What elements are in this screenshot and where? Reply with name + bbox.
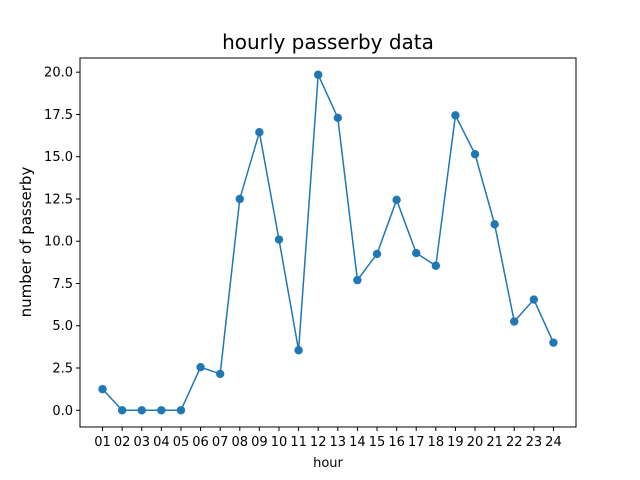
x-tick-label: 19 bbox=[447, 435, 464, 450]
x-tick-label: 14 bbox=[349, 435, 366, 450]
x-tick-label: 09 bbox=[251, 435, 268, 450]
data-point bbox=[549, 338, 558, 347]
data-point bbox=[353, 275, 362, 285]
y-axis-label: number of passerby bbox=[17, 167, 35, 318]
y-tick-label: 15.0 bbox=[44, 150, 73, 165]
data-point bbox=[470, 149, 480, 159]
y-tick-label: 12.5 bbox=[44, 192, 73, 207]
data-point bbox=[412, 248, 421, 258]
x-axis-label: hour bbox=[313, 456, 343, 471]
x-tick-label: 04 bbox=[153, 435, 170, 450]
x-tick-label: 03 bbox=[133, 435, 150, 450]
x-tick-label: 12 bbox=[310, 435, 327, 450]
x-tick-label: 15 bbox=[369, 435, 386, 450]
x-axis-ticks: 01 02 03 04 05 06 07 08 09 10 11 12 13 14 15 16 17 18 19 20… bbox=[94, 427, 562, 450]
y-tick-label: 20.0 bbox=[44, 66, 73, 81]
x-tick-label: 23 bbox=[526, 435, 543, 450]
y-tick-label: 17.5 bbox=[44, 108, 73, 123]
x-tick-label: 10 bbox=[271, 435, 288, 450]
x-tick-label: 07 bbox=[212, 435, 229, 450]
y-tick-label: 0.0 bbox=[52, 404, 73, 419]
x-tick-label: 22 bbox=[506, 435, 523, 450]
plot-frame bbox=[79, 57, 577, 428]
x-tick-label: 02 bbox=[114, 435, 131, 450]
data-point bbox=[157, 406, 166, 415]
y-tick-label: 2.5 bbox=[52, 362, 73, 377]
data-point bbox=[137, 406, 146, 415]
data-point bbox=[255, 128, 264, 137]
data-point bbox=[451, 111, 460, 120]
x-tick-label: 05 bbox=[173, 435, 190, 450]
y-axis-ticks: 0.0 2.5 5.0 7.5 10.0 12.5 15.0 17.5 20.0 bbox=[44, 66, 80, 419]
data-point bbox=[117, 406, 127, 415]
x-tick-label: 01 bbox=[94, 435, 111, 450]
plot-layer bbox=[98, 70, 558, 415]
x-tick-label: 08 bbox=[232, 435, 249, 450]
y-tick-label: 7.5 bbox=[52, 277, 73, 292]
data-point bbox=[431, 261, 441, 270]
y-tick-label: 5.0 bbox=[52, 319, 73, 334]
data-point bbox=[196, 362, 205, 372]
data-point bbox=[98, 384, 107, 394]
data-point bbox=[529, 295, 539, 304]
x-tick-label: 13 bbox=[330, 435, 347, 450]
x-tick-label: 11 bbox=[290, 435, 307, 450]
x-tick-label: 06 bbox=[192, 435, 209, 450]
y-tick-label: 10.0 bbox=[44, 235, 73, 250]
x-tick-label: 17 bbox=[408, 435, 425, 450]
data-point bbox=[333, 113, 342, 123]
data-point bbox=[372, 249, 382, 259]
data-point bbox=[274, 235, 284, 244]
chart-title: hourly passerby data bbox=[222, 30, 434, 54]
data-point bbox=[392, 195, 401, 205]
data-point bbox=[215, 369, 225, 379]
x-tick-label: 20 bbox=[467, 435, 484, 450]
x-tick-label: 21 bbox=[486, 435, 503, 450]
x-tick-label: 18 bbox=[428, 435, 445, 450]
x-tick-label: 16 bbox=[388, 435, 405, 450]
data-point bbox=[490, 220, 499, 229]
data-point bbox=[510, 317, 519, 326]
data-point bbox=[235, 194, 244, 204]
data-point bbox=[314, 70, 323, 79]
data-point bbox=[294, 346, 303, 355]
data-point bbox=[176, 406, 186, 415]
x-tick-label: 24 bbox=[545, 435, 562, 450]
